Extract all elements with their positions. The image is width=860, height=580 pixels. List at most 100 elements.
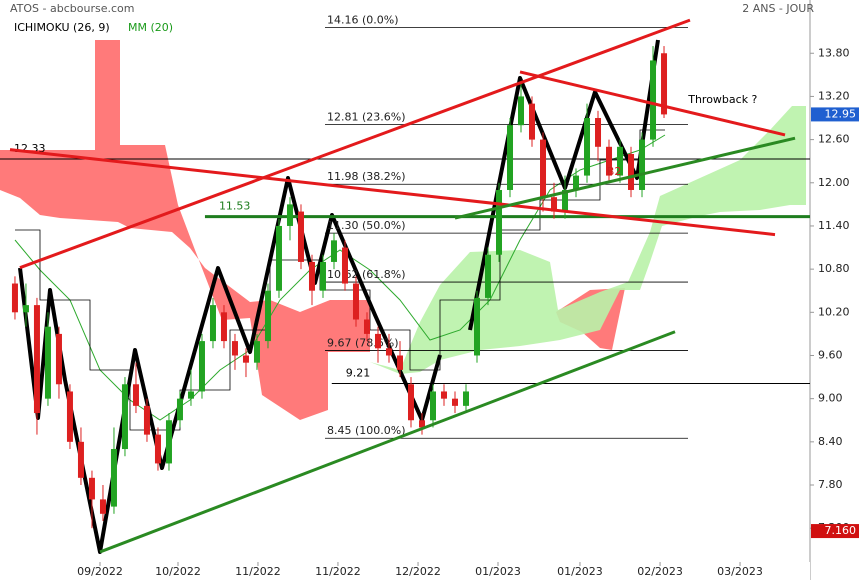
candle-body [66, 391, 73, 442]
y-tick-label: 12.60 [818, 133, 850, 146]
candle-body [110, 449, 117, 507]
x-tick-label: 01/2023 [475, 565, 521, 578]
candle-body [154, 434, 161, 464]
candle-body [209, 305, 216, 342]
candle-body [319, 261, 326, 291]
candle-body [374, 333, 381, 349]
y-tick-label: 11.40 [818, 219, 850, 232]
candle-body [396, 355, 403, 370]
y-tick-label: 8.40 [818, 435, 843, 448]
candle-body [650, 60, 657, 140]
y-tick-label: 12.00 [818, 176, 850, 189]
candle-body [584, 118, 591, 176]
candle-body [253, 341, 260, 363]
x-tick-label: 11/2022 [315, 565, 361, 578]
price-tag-label: 12.95 [825, 107, 857, 120]
candle-body [507, 125, 514, 190]
candle-body [518, 96, 525, 126]
candle-body [242, 355, 249, 363]
candle-body [55, 333, 62, 385]
trendline [19, 18, 691, 270]
y-tick-label: 13.80 [818, 46, 850, 59]
candle-body [121, 384, 128, 450]
candle-body [440, 391, 447, 399]
candle-body [496, 189, 503, 255]
chart-title: ATOS - abcbourse.com [10, 2, 134, 15]
trendline [519, 70, 786, 137]
candle-body [429, 391, 436, 421]
y-tick-label: 7.80 [818, 478, 843, 491]
candle-body [275, 225, 282, 291]
y-tick-label: 9.60 [818, 348, 843, 361]
candle-body [363, 319, 370, 334]
candle-body [264, 290, 271, 342]
candle-body [187, 391, 194, 399]
candle-body [77, 441, 84, 478]
trendline [454, 136, 796, 220]
candle-body [485, 254, 492, 298]
price-tag-label: 7.160 [825, 524, 857, 537]
annotation: B2 [607, 165, 622, 178]
fib-label: 11.30 (50.0%) [327, 219, 406, 232]
trendline [99, 330, 676, 554]
candle-body [551, 197, 558, 212]
fib-label: 8.45 (100.0%) [327, 424, 406, 437]
cloud-bearish [0, 40, 370, 420]
candle-body [99, 499, 106, 514]
zigzag [18, 176, 442, 554]
y-tick-label: 9.00 [818, 392, 843, 405]
x-tick-label: 11/2022 [235, 565, 281, 578]
chart-subtitle: 2 ANS - JOUR [742, 2, 814, 15]
y-tick-label: 13.20 [818, 89, 850, 102]
candle-body [639, 139, 646, 190]
candle-body [617, 146, 624, 176]
candle-body [286, 204, 293, 226]
x-tick-label: 10/2022 [155, 565, 201, 578]
candle-body [529, 103, 536, 140]
candle-body [463, 391, 470, 406]
level-label: 11.53 [219, 200, 251, 213]
fib-label: 10.62 (61.8%) [327, 268, 406, 281]
y-tick-label: 10.20 [818, 305, 850, 318]
candle-body [628, 153, 635, 190]
candle-body [418, 420, 425, 428]
fib-label: 14.16 (0.0%) [327, 13, 399, 26]
candle-body [11, 283, 18, 313]
candle-body [143, 405, 150, 435]
indicator-label: MM (20) [128, 21, 173, 34]
candle-body [341, 247, 348, 284]
candle-body [474, 297, 481, 356]
annotation: Throwback ? [687, 93, 757, 106]
candle-body [165, 420, 172, 464]
candle-body [176, 398, 183, 421]
candle-body [297, 211, 304, 262]
candle-body [595, 118, 602, 147]
candle-body [562, 189, 569, 212]
candle-body [33, 305, 40, 414]
x-tick-label: 03/2023 [717, 565, 763, 578]
candle-body [540, 139, 547, 198]
axis-bg [0, 562, 810, 580]
x-tick-label: 02/2023 [637, 565, 683, 578]
fib-label: 12.81 (23.6%) [327, 110, 406, 123]
x-tick-label: 09/2022 [77, 565, 123, 578]
candle-body [385, 348, 392, 356]
candle-body [661, 53, 668, 115]
trendline [9, 148, 776, 237]
candle-body [88, 477, 95, 500]
candle-body [573, 175, 580, 190]
price-tag [811, 524, 859, 539]
candle-body [451, 398, 458, 406]
price-tag [811, 107, 859, 122]
candle-body [330, 240, 337, 262]
moving-average [14, 134, 666, 421]
fib-label: 11.98 (38.2%) [327, 170, 406, 183]
candle-body [44, 326, 51, 399]
candle-body [132, 384, 139, 406]
fib-label: 9.67 (78.6%) [327, 336, 399, 349]
candle-body [606, 146, 613, 176]
y-tick-label: 10.80 [818, 262, 850, 275]
candle-body [231, 341, 238, 356]
